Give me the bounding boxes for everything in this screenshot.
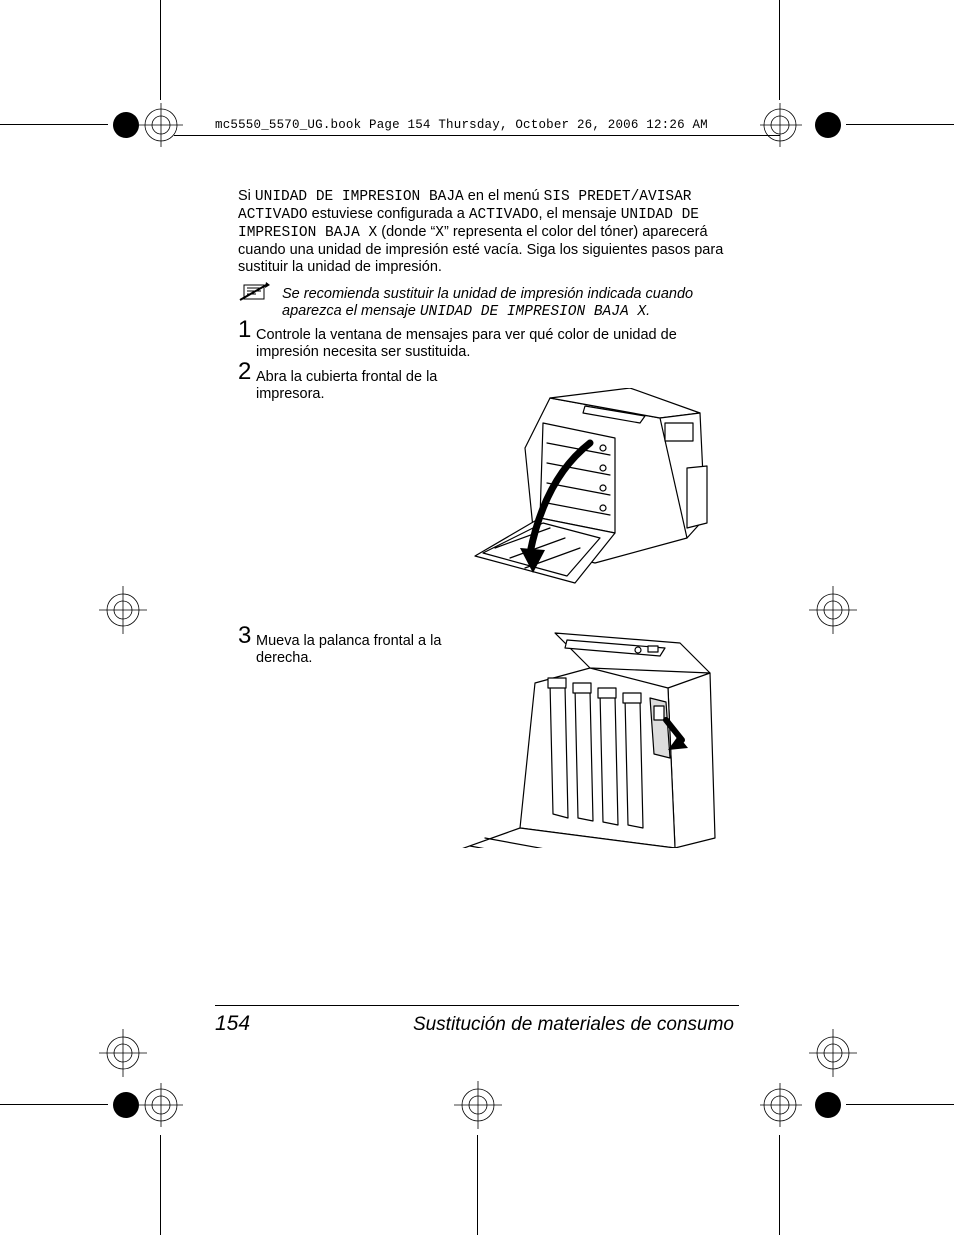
crop-line bbox=[477, 1135, 478, 1235]
registration-mark bbox=[760, 1080, 820, 1140]
note-monospace: UNIDAD DE IMPRESION BAJA X bbox=[420, 304, 646, 320]
intro-text: en el menú bbox=[464, 188, 544, 204]
intro-text: estuviese configurada a bbox=[308, 206, 469, 222]
step-number: 3 bbox=[238, 627, 251, 644]
intro-monospace: X bbox=[435, 225, 444, 241]
note-icon bbox=[238, 282, 270, 302]
printer-illustration-step3 bbox=[450, 628, 730, 848]
registration-mark bbox=[98, 585, 158, 645]
header-rule bbox=[174, 135, 780, 136]
intro-text: Si bbox=[238, 188, 255, 204]
registration-mark bbox=[453, 1080, 513, 1140]
registration-mark bbox=[106, 100, 166, 160]
step-text: Mueva la palanca frontal a la derecha. bbox=[238, 633, 456, 667]
registration-mark bbox=[808, 585, 868, 645]
note-block: Se recomienda sustituir la unidad de imp… bbox=[238, 286, 736, 321]
footer-title: Sustitución de materiales de consumo bbox=[413, 1014, 734, 1036]
crop-line bbox=[0, 124, 108, 125]
intro-text: , el mensaje bbox=[538, 206, 620, 222]
step-text: Controle la ventana de mensajes para ver… bbox=[238, 327, 736, 361]
step-number: 1 bbox=[238, 321, 251, 338]
step-text: Abra la cubierta frontal de la impresora… bbox=[238, 369, 456, 403]
crop-line bbox=[846, 124, 954, 125]
intro-paragraph: Si UNIDAD DE IMPRESION BAJA en el menú S… bbox=[238, 188, 736, 276]
page-number: 154 bbox=[215, 1012, 250, 1036]
crop-line bbox=[0, 1104, 108, 1105]
registration-mark bbox=[808, 1028, 868, 1088]
printer-illustration-step2 bbox=[455, 388, 710, 588]
registration-mark bbox=[106, 1080, 166, 1140]
crop-line bbox=[779, 1135, 780, 1235]
intro-text: (donde “ bbox=[377, 224, 435, 240]
registration-mark bbox=[98, 1028, 158, 1088]
step-1: 1 Controle la ventana de mensajes para v… bbox=[238, 327, 736, 361]
note-text: . bbox=[646, 303, 650, 319]
crop-line bbox=[160, 1135, 161, 1235]
registration-mark bbox=[760, 100, 820, 160]
page-footer: 154 Sustitución de materiales de consumo bbox=[215, 1012, 734, 1036]
crop-line bbox=[779, 0, 780, 100]
print-header: mc5550_5570_UG.book Page 154 Thursday, O… bbox=[215, 118, 708, 132]
intro-monospace: ACTIVADO bbox=[469, 207, 539, 223]
manual-page: mc5550_5570_UG.book Page 154 Thursday, O… bbox=[0, 0, 954, 1235]
footer-rule bbox=[215, 1005, 739, 1006]
crop-line bbox=[846, 1104, 954, 1105]
intro-monospace: UNIDAD DE IMPRESION BAJA bbox=[255, 189, 464, 205]
step-number: 2 bbox=[238, 363, 251, 380]
crop-line bbox=[160, 0, 161, 100]
